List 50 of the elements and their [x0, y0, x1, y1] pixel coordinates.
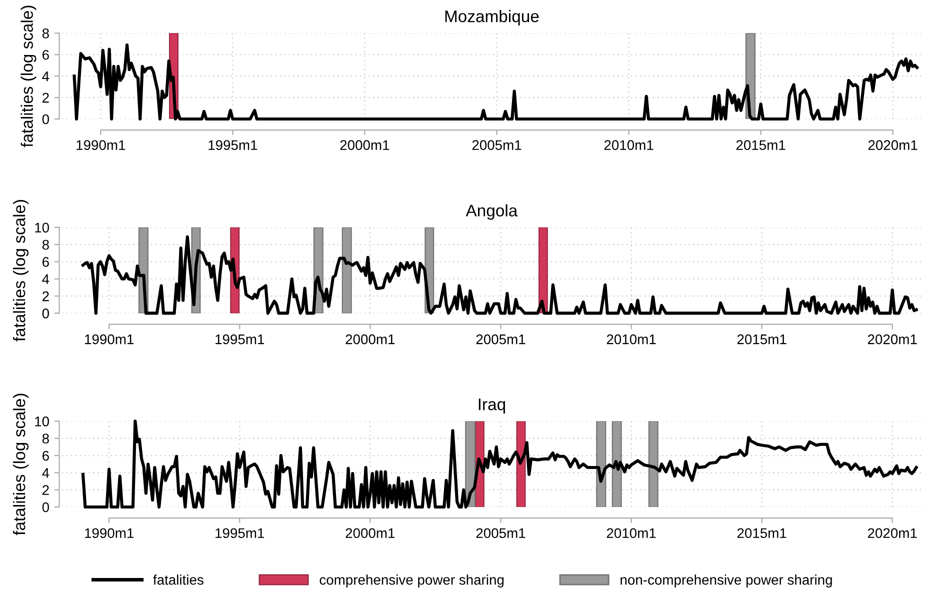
x-tick-label: 2000m1 [346, 528, 395, 538]
x-tick-label: 1990m1 [85, 528, 134, 538]
y-tick-label: 0 [42, 502, 49, 512]
y-tick-label: 6 [42, 50, 49, 60]
y-tick-label: 0 [42, 114, 49, 124]
x-tick-label: 2010m1 [606, 334, 656, 344]
x-tick-label: 2020m1 [868, 528, 917, 538]
y-tick-label: 8 [42, 240, 49, 250]
y-tick-label: 8 [42, 28, 49, 38]
x-tick-label: 1995m1 [216, 528, 264, 538]
y-tick-label: 6 [42, 257, 49, 267]
line-series [81, 235, 918, 315]
x-tick-label: 2005m1 [476, 528, 526, 538]
x-tick-label: 1990m1 [85, 334, 134, 344]
chart-title: Iraq [478, 398, 505, 414]
x-tick-label: 1995m1 [216, 334, 264, 344]
y-tick-label: 10 [35, 222, 49, 233]
x-tick-label: 2010m1 [604, 140, 654, 150]
x-tick-label: 2020m1 [868, 334, 917, 344]
legend-label: fatalities [153, 574, 204, 585]
y-tick-label: 2 [42, 291, 49, 302]
legend-label: non-comprehensive power sharing [620, 574, 832, 588]
y-tick-label: 4 [42, 274, 50, 284]
y-tick-label: 2 [42, 92, 49, 103]
x-tick-label: 1990m1 [76, 140, 126, 150]
y-tick-label: 2 [42, 485, 49, 495]
x-tick-label: 2015m1 [736, 140, 786, 150]
y-axis-title: fatalities (log scale) [20, 6, 36, 148]
x-tick-label: 2015m1 [737, 528, 786, 538]
x-tick-label: 2015m1 [737, 334, 786, 344]
x-tick-label: 2005m1 [476, 334, 526, 344]
y-tick-label: 8 [42, 434, 49, 444]
y-axis-title: fatalities (log scale) [13, 394, 29, 536]
line-series [81, 420, 918, 509]
y-tick-label: 6 [42, 450, 49, 461]
legend-label: comprehensive power sharing [320, 574, 504, 588]
y-axis-title: fatalities (log scale) [13, 200, 29, 342]
x-tick-label: 2005m1 [472, 140, 522, 150]
y-tick-label: 0 [42, 308, 49, 318]
x-tick-label: 2000m1 [346, 334, 395, 344]
x-tick-label: 2010m1 [606, 528, 656, 538]
y-tick-label: 4 [42, 468, 50, 478]
x-tick-label: 1995m1 [208, 140, 258, 150]
chart-title: Angola [466, 204, 518, 220]
y-tick-label: 10 [35, 416, 49, 426]
y-tick-label: 4 [42, 72, 50, 82]
x-tick-label: 2000m1 [340, 140, 390, 150]
x-tick-label: 2020m1 [868, 140, 918, 150]
chart-title: Mozambique [445, 10, 539, 26]
line-series [72, 43, 919, 121]
